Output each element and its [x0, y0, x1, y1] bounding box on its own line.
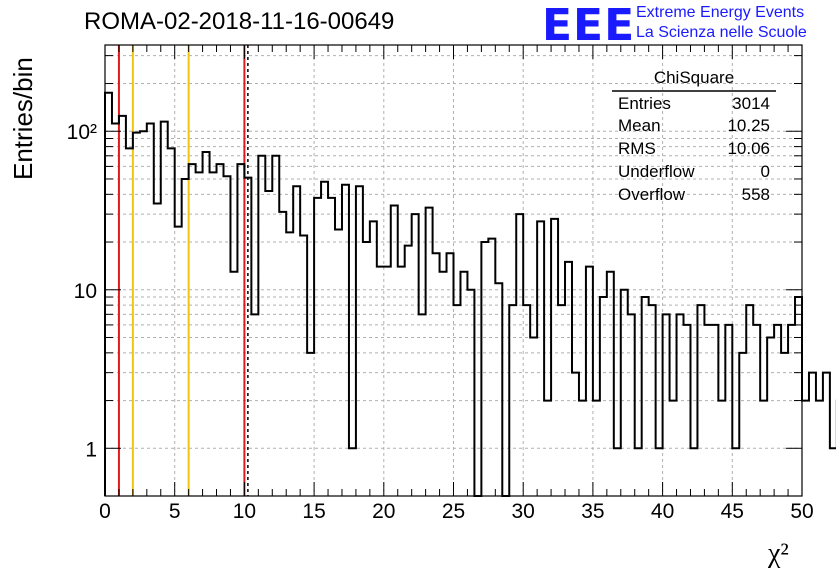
x-tick-label: 45	[720, 500, 744, 523]
x-tick-label: 40	[650, 500, 675, 523]
x-tick-label: 0	[99, 500, 111, 523]
x-tick-label: 10	[232, 500, 257, 523]
stat-key-entries: Entries	[618, 94, 671, 113]
stat-value-entries: 3014	[732, 94, 770, 113]
y-axis-label: Entries/bin	[8, 57, 38, 180]
stat-key-underflow: Underflow	[618, 162, 695, 181]
stat-value-rms: 10.06	[727, 139, 770, 158]
stat-key-overflow: Overflow	[618, 185, 686, 204]
x-tick-label: 50	[790, 500, 814, 523]
logo-line-1: Extreme Energy Events	[636, 4, 805, 21]
stat-key-rms: RMS	[618, 139, 656, 158]
x-tick-label: 35	[581, 500, 605, 523]
stat-value-underflow: 0	[760, 162, 770, 181]
stat-value-overflow: 558	[741, 185, 770, 204]
logo-line-2: La Scienza nelle Scuole	[636, 24, 807, 41]
statbox-title: ChiSquare	[653, 68, 735, 87]
x-tick-label: 5	[168, 500, 181, 523]
stat-key-mean: Mean	[618, 116, 661, 135]
x-tick-label: 15	[302, 500, 326, 523]
eee-logo: EEE	[542, 0, 636, 51]
y-tick-label: 10²	[67, 121, 97, 144]
x-tick-label: 20	[372, 500, 396, 523]
histogram-series	[104, 91, 836, 497]
x-tick-label: 25	[441, 500, 466, 523]
x-tick-label: 30	[511, 500, 535, 523]
stat-value-mean: 10.25	[727, 116, 770, 135]
y-tick-label: 10	[74, 280, 97, 303]
x-axis-label: χ²	[768, 538, 789, 569]
chart-title: ROMA-02-2018-11-16-00649	[84, 8, 395, 35]
y-tick-label: 1	[85, 438, 97, 461]
